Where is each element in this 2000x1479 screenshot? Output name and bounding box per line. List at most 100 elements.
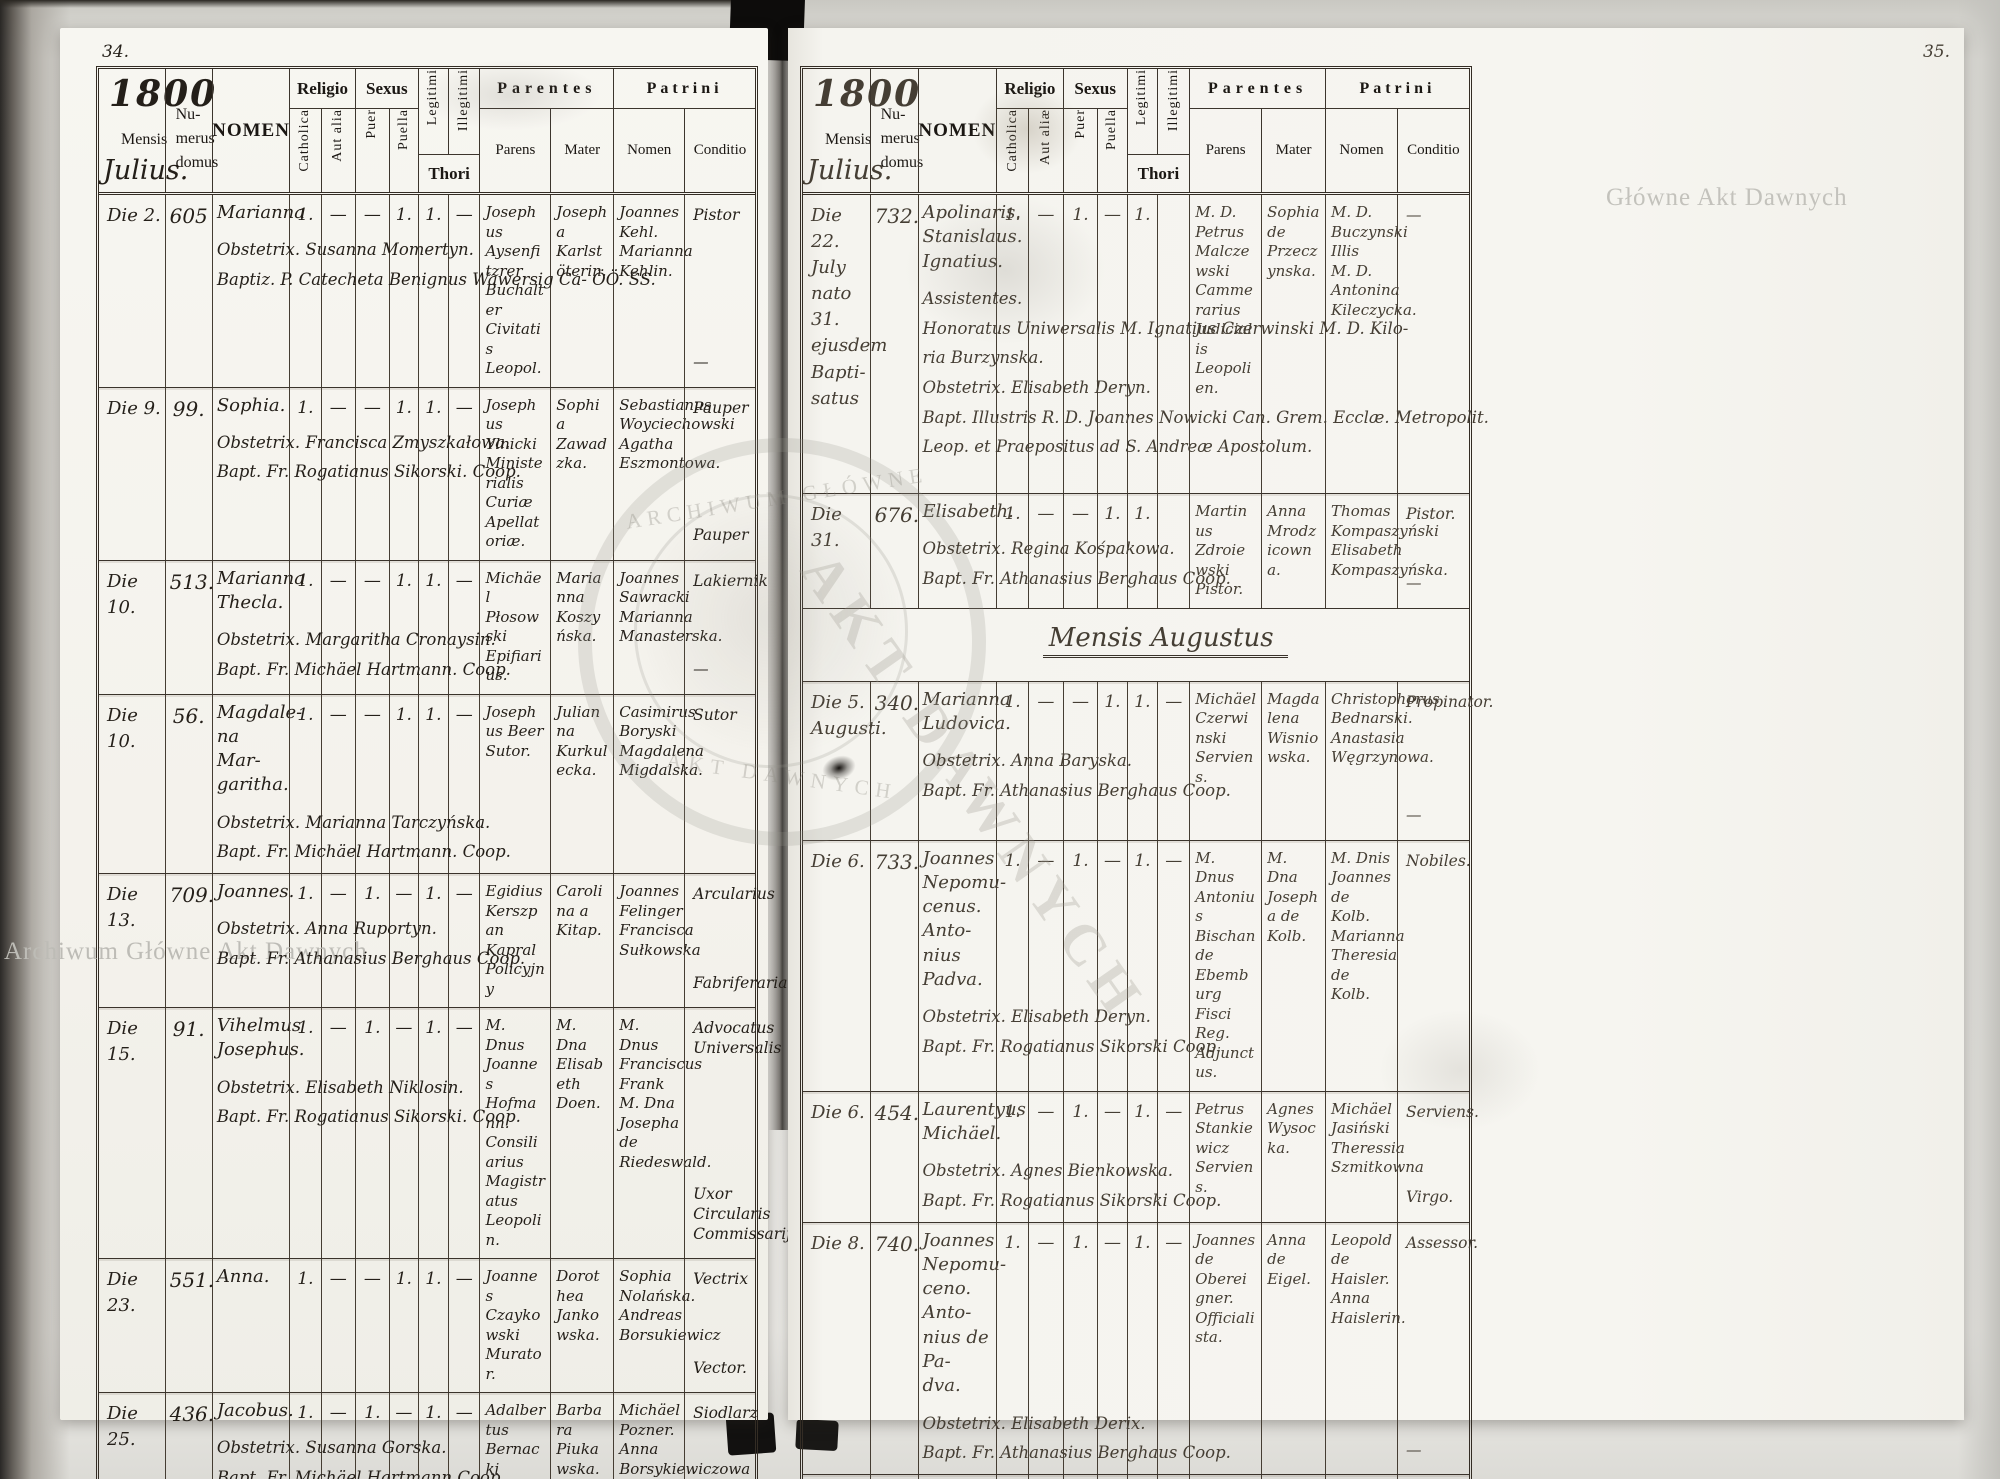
mark-legitimi: 1. [1126, 1222, 1158, 1474]
entry-date: Die 6. [811, 1101, 865, 1123]
entry-father: Michäel Gadłoski. [1189, 1474, 1261, 1479]
mater-header: Mater [550, 109, 613, 192]
entry-date: Die 2. [107, 205, 161, 226]
register-row: Die 6. 454. Laurentyus Michäel. Obstetrix. … [803, 1090, 1479, 1222]
entry-date: Die 15. [107, 1018, 138, 1066]
entry-condition: SiodlarzVectrix [684, 1393, 758, 1479]
entry-name-cell: Sophia. Obstetrix. Francisca Zmyszkałowa.… [211, 387, 521, 560]
conditio-header: Conditio [684, 109, 755, 192]
entry-mother: Carolina a Kitap. [550, 874, 613, 1008]
entry-name-cell: Marianna Thecla. Obstetrix. Margaritha Cr… [211, 560, 511, 694]
condition-primary: Advocatus Universalis [693, 1019, 782, 1058]
mark-legitimi: 1. [417, 195, 448, 387]
legitimi-label: Legitimi [425, 69, 441, 126]
mark-puella: 1. [388, 1259, 418, 1393]
entry-father: Michäel Czerwinski Serviens. [1189, 681, 1261, 840]
mark-aut-alia: — [320, 1259, 355, 1393]
condition-primary: Pistor [693, 206, 740, 224]
month-script-label: Julius. [807, 155, 893, 186]
entry-godparents: Leopold de Haisler. Anna Haislerin. [1325, 1222, 1406, 1474]
entry-name-cell: Jacobus. Obstetrix. Susanna Gorska. Bapt.… [211, 1393, 506, 1479]
entry-condition: Nobiles. [1396, 840, 1471, 1091]
puella-label: Puella [395, 109, 411, 150]
mark-legitimi: 1. [1126, 1091, 1158, 1222]
aut-alia-header: Aut alia [320, 109, 355, 192]
entry-name: Marianna Thecla. [216, 567, 305, 613]
entry-notes: Obstetrix. Marianna Tarczyńska. Bapt. Fr… [216, 812, 511, 862]
mark-legitimi: 1. [1126, 1474, 1158, 1479]
sexus-header: Sexus [1062, 69, 1127, 109]
mark-catholica: 1. [289, 195, 320, 387]
entry-name: Marianna Ludovica. [922, 688, 1011, 734]
mark-legitimi: 1. [417, 694, 448, 874]
puer-label: Puer [1072, 109, 1088, 139]
entry-date: Die 13. [107, 884, 138, 932]
patrini-nomen-header: Nomen [613, 109, 684, 192]
register-row: Die 13. 709. Joannes. Obstetrix. Anna Rupor… [99, 873, 788, 1008]
mark-illegitimi [1157, 195, 1189, 493]
sexus-header: Sexus [354, 69, 418, 109]
condition-secondary: — [693, 353, 709, 372]
mark-puella: — [1097, 1091, 1126, 1222]
entry-notes: Obstetrix. Agnes Bienkowska. Bapt. Fr. R… [922, 1161, 1222, 1210]
mark-catholica: 1. [289, 1393, 320, 1479]
entry-godparents: Sophia Nolańska. Andreas Borsukiewicz [613, 1259, 721, 1393]
entry-name: Laurentyus Michäel. [922, 1098, 1026, 1144]
mark-aut-alia: — [1028, 1222, 1063, 1474]
mark-puer: — [354, 1259, 389, 1393]
mark-puer: — [1062, 494, 1098, 608]
mensis-header-cell: 1800 Mensis Julius. [803, 69, 919, 192]
register-page-left: 34. 1800 Mensis Julius. Nu- merus domus … [60, 28, 796, 1479]
entry-notes: Obstetrix. Margaritha Cronaysin. Bapt. F… [216, 630, 511, 679]
mark-legitimi: 1. [417, 560, 448, 694]
condition-primary: Arcularius [693, 885, 775, 904]
entry-name: Jacobus. [216, 1400, 294, 1422]
entry-mother: Dorothea Jankowska. [550, 1259, 613, 1393]
register-row: Die 5. Augusti. 340. Marianna Ludovica. Obs… [803, 680, 1493, 840]
register-row: Die 23. 551. Anna. 1. — —1. 1. — Joannes Czaykow… [99, 1258, 755, 1393]
condition-primary: Vectrix [693, 1270, 749, 1289]
thori-header: Thori [1126, 154, 1190, 192]
thori-header: Thori [417, 154, 480, 192]
condition-secondary: — [693, 660, 709, 679]
religio-header: Religio [289, 69, 355, 109]
entry-mother: Sophia de Przeczynska. [1261, 195, 1325, 493]
entry-godparents: Michäel Jasiński Theressia Szmitkowna [1325, 1091, 1424, 1222]
entry-condition: Propinator. — [1396, 681, 1493, 840]
mensis-header-cell: 1800 Mensis Julius. [99, 69, 215, 192]
mark-puella: — [388, 1393, 418, 1479]
register-row: Die 9. 99. Sophia. Obstetrix. Francisca Zmy… [99, 386, 755, 560]
mark-aut-alia: — [1028, 681, 1063, 840]
illegitimi-label: Illegitimi [1165, 69, 1181, 132]
entry-name: Anna. [216, 1266, 270, 1288]
condition-secondary: — [1405, 574, 1422, 593]
table-body-right: Die 22. July nato 31. ejusdem Bapti- sat… [803, 195, 1493, 1479]
catholica-header: Catholica [996, 109, 1028, 192]
mark-legitimi: 1. [417, 1393, 448, 1479]
mark-legitimi: 1. [417, 1259, 448, 1393]
numerus-domus-header: Nu- merus domus [869, 69, 923, 192]
mensis-label: Mensis [825, 131, 872, 148]
entry-father: Joannes de Obereigner. Officialista. [1189, 1222, 1261, 1474]
year-label: 1800 [109, 73, 218, 115]
entry-house-number: 732. [869, 195, 919, 493]
entry-father: Michäel Płosowski Epifiarius. [479, 560, 550, 694]
entry-notes: Obstetrix. Anna Ruportyn. Bapt. Fr. Atha… [216, 919, 526, 969]
book-left-edge [0, 0, 70, 1479]
mark-illegitimi: — [447, 1393, 479, 1479]
aut-alia-header: Aut aliæ [1028, 109, 1063, 192]
entry-name-cell: Apolinaris. Stanislaus. Ignatius. Assiste… [917, 195, 1489, 493]
entry-house-number: 709. [164, 874, 214, 1008]
mark-puella: 1. [1097, 681, 1126, 840]
entry-father: Josephus Aysenfitzrer Buchalter Civitati… [479, 195, 550, 387]
register-row: Die 2. 605 Marianna Obstetrix. Susanna Mome… [99, 195, 755, 387]
illegitimi-header: Illegitimi [1157, 69, 1189, 154]
entry-name: Marianna [216, 202, 305, 223]
mark-aut-alia: — [320, 195, 355, 387]
entry-date: Die 23. [107, 1269, 138, 1317]
mark-aut-alia: — [1028, 1091, 1063, 1222]
condition-secondary: Vector. [693, 1358, 747, 1377]
condition-secondary: Uxor Circularis Commissarij. [693, 1184, 796, 1243]
illegitimi-header: Illegitimi [447, 69, 479, 154]
mark-illegitimi: — [447, 195, 479, 387]
